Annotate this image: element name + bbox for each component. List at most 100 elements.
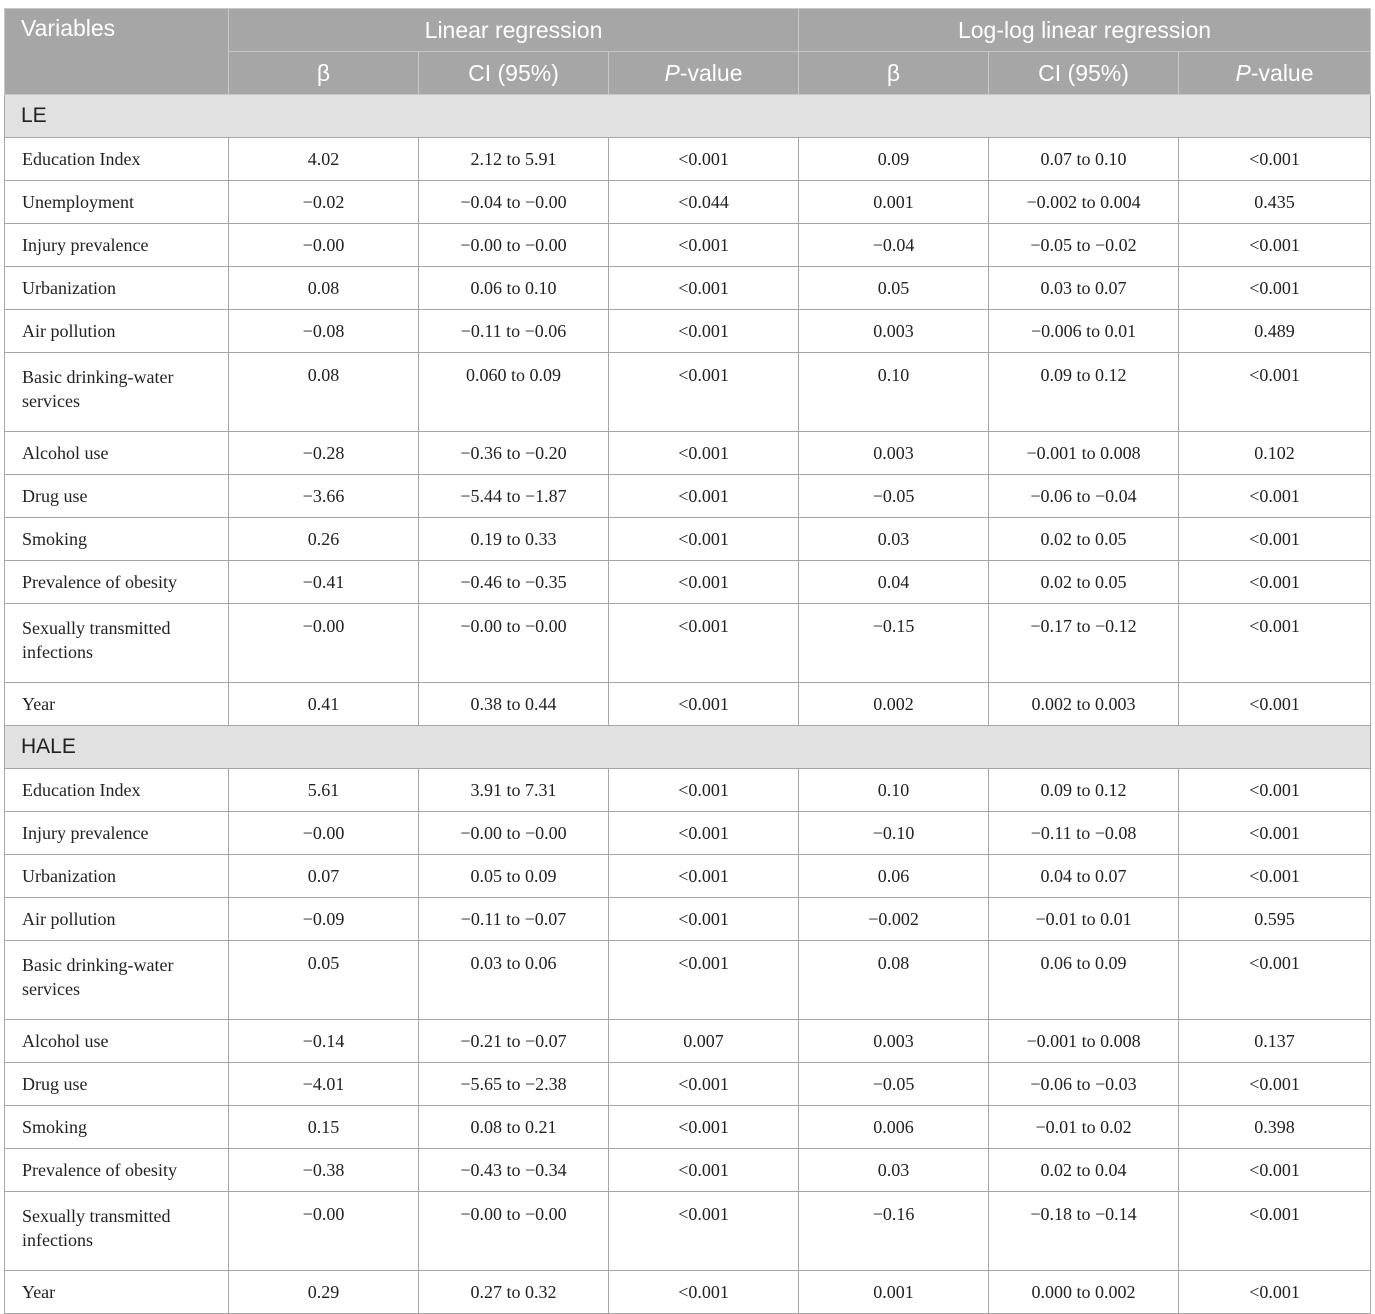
variable-cell: Urbanization: [4, 266, 229, 310]
linear-beta-cell: 4.02: [228, 137, 419, 181]
loglog-pvalue-cell: <0.001: [1178, 1148, 1372, 1192]
loglog-beta-cell: −0.04: [798, 223, 990, 267]
linear-pvalue-cell: <0.001: [607, 1270, 800, 1314]
loglog-pvalue-cell: <0.001: [1178, 266, 1372, 310]
p-italic: P: [1235, 59, 1251, 86]
variable-cell: Smoking: [4, 1105, 229, 1149]
variable-cell: Education Index: [4, 137, 229, 181]
loglog-beta-cell: 0.03: [798, 1148, 990, 1192]
linear-pvalue-cell: <0.001: [607, 309, 800, 353]
loglog-beta-header: β: [798, 51, 990, 95]
loglog-pvalue-cell: 0.102: [1178, 431, 1372, 475]
regression-table: Variables Linear regression Log-log line…: [3, 8, 1372, 1314]
table-row: Injury prevalence −0.00 −0.00 to −0.00 <0.0…: [4, 223, 1372, 267]
loglog-beta-cell: 0.002: [798, 682, 990, 726]
linear-beta-cell: −4.01: [228, 1062, 419, 1106]
table-body: LE Education Index 4.02 2.12 to 5.91 <0.001 0…: [3, 94, 1372, 1314]
loglog-ci-cell: −0.01 to 0.02: [988, 1105, 1180, 1149]
table-row: Injury prevalence −0.00 −0.00 to −0.00 <0.0…: [4, 811, 1372, 855]
linear-pvalue-cell: <0.001: [607, 560, 800, 604]
linear-ci-cell: 0.19 to 0.33: [418, 517, 609, 561]
loglog-pvalue-cell: <0.001: [1178, 603, 1372, 683]
loglog-ci-cell: 0.002 to 0.003: [988, 682, 1180, 726]
linear-pvalue-cell: <0.001: [607, 940, 800, 1020]
table-row: Prevalence of obesity −0.38 −0.43 to −0.34…: [4, 1148, 1372, 1192]
loglog-ci-cell: −0.001 to 0.008: [988, 1019, 1180, 1063]
linear-pvalue-cell: <0.001: [607, 517, 800, 561]
variables-header: Variables: [4, 8, 229, 95]
linear-pvalue-cell: <0.001: [607, 897, 800, 941]
linear-ci-cell: −0.00 to −0.00: [418, 603, 609, 683]
linear-pvalue-cell: <0.001: [607, 854, 800, 898]
loglog-ci-cell: −0.01 to 0.01: [988, 897, 1180, 941]
variable-cell: Air pollution: [4, 897, 229, 941]
table-row: Year 0.41 0.38 to 0.44 <0.001 0.002 0.002 to …: [4, 682, 1372, 726]
table-row: Prevalence of obesity −0.41 −0.46 to −0.35…: [4, 560, 1372, 604]
linear-ci-cell: −0.43 to −0.34: [418, 1148, 609, 1192]
table-row: Alcohol use −0.28 −0.36 to −0.20 <0.001 0.00…: [4, 431, 1372, 475]
linear-pvalue-cell: <0.001: [607, 431, 800, 475]
table-header: Variables Linear regression Log-log line…: [4, 8, 1372, 95]
linear-ci-cell: −5.44 to −1.87: [418, 474, 609, 518]
loglog-beta-cell: 0.04: [798, 560, 990, 604]
loglog-beta-cell: −0.10: [798, 811, 990, 855]
linear-ci-cell: −0.36 to −0.20: [418, 431, 609, 475]
loglog-beta-cell: 0.09: [798, 137, 990, 181]
loglog-beta-cell: 0.001: [798, 1270, 990, 1314]
table-row: Drug use −4.01 −5.65 to −2.38 <0.001 −0.05 −0…: [4, 1062, 1372, 1106]
linear-ci-cell: −0.00 to −0.00: [418, 1191, 609, 1271]
linear-pvalue-cell: <0.001: [607, 223, 800, 267]
linear-regression-header: Linear regression: [227, 8, 800, 52]
loglog-pvalue-cell: <0.001: [1178, 352, 1372, 432]
linear-ci-header: CI (95%): [418, 51, 609, 95]
p-italic: P: [664, 59, 680, 86]
linear-ci-cell: 0.27 to 0.32: [418, 1270, 609, 1314]
loglog-ci-cell: 0.09 to 0.12: [988, 352, 1180, 432]
variable-cell: Education Index: [4, 768, 229, 812]
linear-ci-cell: 0.06 to 0.10: [418, 266, 609, 310]
loglog-beta-cell: −0.16: [798, 1191, 990, 1271]
variable-cell: Drug use: [4, 474, 229, 518]
table-row: Air pollution −0.09 −0.11 to −0.07 <0.001 −0…: [4, 897, 1372, 941]
variable-cell: Alcohol use: [4, 1019, 229, 1063]
variable-cell: Air pollution: [4, 309, 229, 353]
linear-ci-cell: 0.38 to 0.44: [418, 682, 609, 726]
linear-ci-cell: −0.11 to −0.06: [418, 309, 609, 353]
section-row: LE: [3, 94, 1372, 138]
loglog-ci-cell: 0.02 to 0.04: [988, 1148, 1180, 1192]
loglog-pvalue-cell: 0.489: [1178, 309, 1372, 353]
loglog-beta-cell: 0.05: [798, 266, 990, 310]
linear-beta-cell: 0.15: [228, 1105, 419, 1149]
linear-pvalue-cell: <0.001: [607, 1062, 800, 1106]
loglog-beta-cell: 0.006: [798, 1105, 990, 1149]
loglog-ci-cell: −0.06 to −0.03: [988, 1062, 1180, 1106]
loglog-pvalue-cell: <0.001: [1178, 137, 1372, 181]
linear-ci-cell: 0.05 to 0.09: [418, 854, 609, 898]
linear-beta-cell: 0.26: [228, 517, 419, 561]
linear-ci-cell: −0.11 to −0.07: [418, 897, 609, 941]
linear-ci-cell: −0.00 to −0.00: [418, 811, 609, 855]
linear-pvalue-cell: <0.001: [607, 682, 800, 726]
pvalue-suffix: -value: [679, 59, 743, 86]
linear-pvalue-cell: <0.001: [607, 352, 800, 432]
linear-pvalue-cell: <0.001: [607, 1148, 800, 1192]
linear-pvalue-cell: <0.001: [607, 474, 800, 518]
variable-cell: Smoking: [4, 517, 229, 561]
loglog-beta-cell: −0.002: [798, 897, 990, 941]
table-row: Education Index 4.02 2.12 to 5.91 <0.001 0.0…: [4, 137, 1372, 181]
linear-pvalue-cell: <0.001: [607, 1105, 800, 1149]
variable-cell: Prevalence of obesity: [4, 560, 229, 604]
linear-beta-cell: −0.41: [228, 560, 419, 604]
loglog-beta-cell: 0.003: [798, 431, 990, 475]
linear-pvalue-cell: <0.001: [607, 266, 800, 310]
linear-pvalue-cell: <0.001: [607, 768, 800, 812]
table-row: Basic drinking-water services 0.08 0.060 t…: [4, 352, 1372, 432]
table-row: Smoking 0.15 0.08 to 0.21 <0.001 0.006 −0.01 …: [4, 1105, 1372, 1149]
pvalue-suffix: -value: [1250, 59, 1314, 86]
linear-beta-cell: −3.66: [228, 474, 419, 518]
loglog-ci-cell: −0.18 to −0.14: [988, 1191, 1180, 1271]
loglog-pvalue-cell: <0.001: [1178, 474, 1372, 518]
loglog-ci-cell: −0.006 to 0.01: [988, 309, 1180, 353]
linear-beta-cell: −0.14: [228, 1019, 419, 1063]
linear-beta-cell: −0.28: [228, 431, 419, 475]
